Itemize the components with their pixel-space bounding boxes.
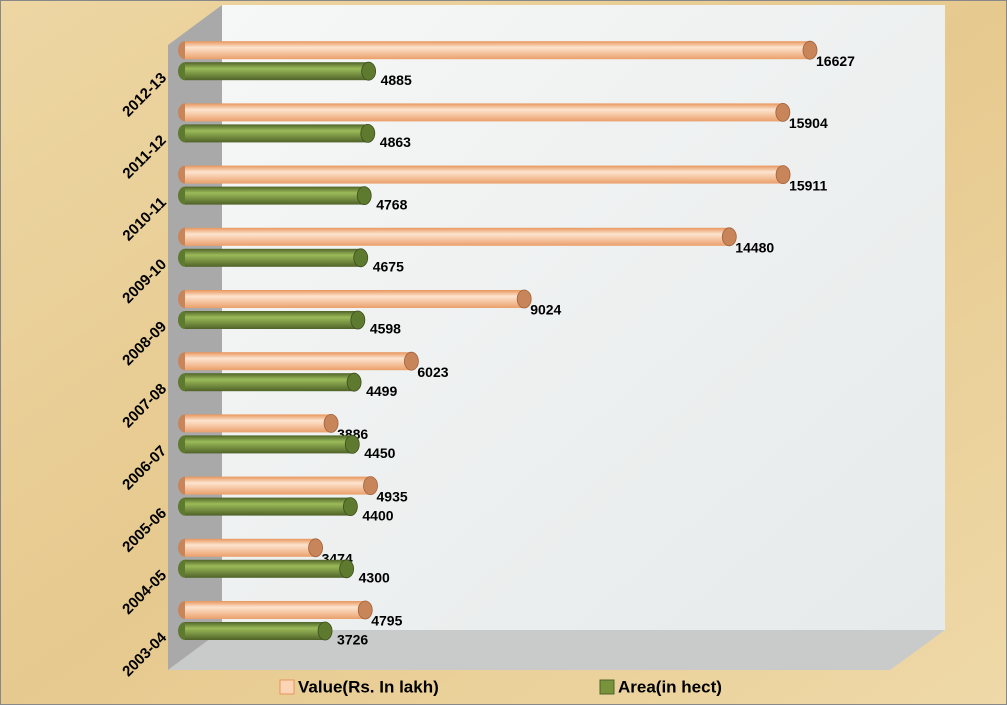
bar: [185, 186, 365, 205]
data-label: 15911: [789, 177, 827, 193]
bar-end: [775, 103, 791, 122]
bar: [185, 290, 525, 308]
bar: [185, 373, 355, 392]
bar: [185, 497, 351, 516]
data-label: 4598: [370, 321, 401, 337]
bar: [185, 311, 358, 329]
bar: [185, 41, 810, 60]
data-label: 3726: [337, 632, 368, 648]
bar-end: [357, 600, 373, 620]
legend-swatch: [599, 679, 615, 695]
data-label: 4863: [380, 134, 411, 150]
bar: [185, 559, 347, 578]
data-label: 4450: [364, 445, 395, 461]
bar-end: [346, 372, 362, 392]
bar: [185, 165, 784, 184]
bar: [185, 538, 316, 557]
bar-end: [353, 248, 369, 268]
bar-end: [339, 559, 355, 579]
data-label: 14480: [735, 240, 774, 256]
floor: [168, 630, 945, 670]
bar: [185, 601, 366, 619]
bar-end: [360, 123, 376, 143]
bar-end: [516, 289, 532, 309]
bar-end: [775, 165, 791, 185]
data-label: 9024: [530, 302, 561, 318]
bar-end: [361, 61, 377, 81]
bar-end: [363, 476, 378, 496]
bar: [185, 124, 368, 143]
bar-end: [356, 186, 372, 206]
bar: [185, 62, 369, 81]
bar: [185, 227, 730, 246]
legend-label: Value(Rs. In lakh): [298, 677, 439, 696]
bar-end: [802, 40, 818, 60]
data-label: 4675: [373, 259, 404, 275]
bar: [185, 103, 783, 122]
bar-end: [350, 310, 366, 330]
bar: [185, 435, 353, 454]
data-label: 4795: [371, 613, 402, 629]
bar-end: [308, 538, 323, 558]
bar-end: [323, 413, 339, 433]
data-label: 4768: [376, 196, 407, 212]
bar-end: [317, 621, 333, 641]
data-label: 4935: [377, 488, 408, 504]
legend-swatch: [279, 679, 295, 695]
back-wall: [222, 5, 945, 630]
bar-end: [404, 351, 419, 371]
data-label: 4400: [362, 507, 393, 523]
data-label: 16627: [816, 53, 855, 69]
data-label: 4885: [381, 72, 412, 88]
data-label: 4499: [366, 383, 397, 399]
data-label: 6023: [417, 364, 448, 380]
bar-end: [721, 227, 737, 247]
bar-end: [344, 434, 360, 454]
bar: [185, 248, 361, 267]
data-label: 15904: [789, 115, 828, 131]
data-label: 4300: [359, 570, 390, 586]
bar: [185, 352, 412, 371]
bar: [185, 476, 371, 495]
bar-end: [342, 497, 358, 517]
bar: [185, 622, 326, 640]
bar: [185, 414, 332, 433]
legend-label: Area(in hect): [618, 677, 722, 696]
